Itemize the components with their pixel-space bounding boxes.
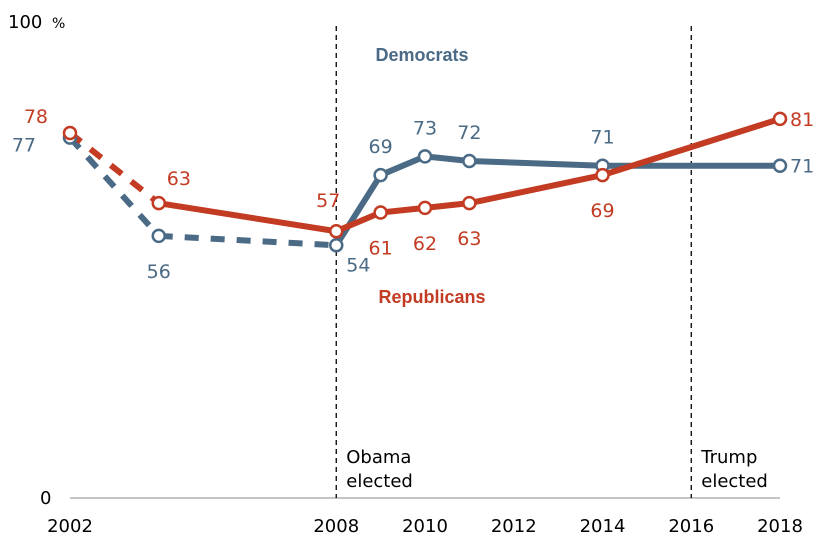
election-annotation-text: elected — [701, 471, 768, 492]
democrats-data-label: 71 — [790, 156, 814, 178]
data-labels: 77 56 54 69 73 72 71 71 78 63 57 61 62 63 69 81 — [12, 106, 814, 283]
republicans-point — [329, 223, 344, 239]
democrats-point — [373, 167, 388, 183]
democrats-data-label: 71 — [590, 127, 614, 149]
republicans-line-segment — [422, 200, 473, 211]
election-annotation-text: Obama — [346, 447, 411, 468]
democrats-point — [462, 153, 477, 169]
republicans-data-label: 57 — [316, 190, 340, 212]
legend-democrats: Democrats — [375, 45, 468, 65]
republicans-data-label: 78 — [24, 106, 48, 128]
x-axis-ticks: 2002 2008 2010 2012 2014 2016 2018 — [47, 516, 803, 537]
y-axis-bottom-label: 0 — [40, 488, 51, 509]
democrats-data-label: 69 — [369, 136, 393, 158]
republicans-point — [417, 200, 433, 216]
democrats-data-label: 56 — [147, 261, 171, 283]
series-lines — [67, 115, 783, 249]
x-tick-label: 2008 — [313, 516, 359, 537]
election-annotation-text: Trump — [700, 447, 757, 468]
republicans-line-segment — [68, 130, 161, 206]
democrats-data-label: 73 — [413, 117, 437, 139]
republicans-point — [462, 195, 477, 211]
democrats-data-label: 54 — [346, 254, 370, 276]
republicans-data-label: 62 — [413, 233, 437, 255]
republicans-data-label: 63 — [457, 228, 481, 250]
x-tick-label: 2014 — [580, 516, 626, 537]
republicans-point — [62, 125, 78, 141]
democrats-data-label: 72 — [457, 122, 481, 144]
republicans-line-segment — [599, 115, 783, 179]
democrats-line-segment — [333, 172, 384, 249]
republicans-line-segment — [466, 172, 606, 207]
democrats-line-segment — [67, 135, 161, 238]
series-labels: Democrats Republicans — [375, 45, 485, 307]
democrats-line-segment — [466, 158, 606, 169]
republicans-point — [595, 167, 610, 183]
republicans-line-segment — [155, 200, 340, 235]
republicans-point — [772, 111, 788, 127]
x-tick-label: 2010 — [402, 516, 448, 537]
democrats-line-segment — [377, 153, 428, 179]
y-axis: 100 % 0 — [8, 12, 65, 509]
republicans-line-segment — [377, 204, 428, 216]
election-annotations: Obama elected Trump elected — [335, 26, 768, 498]
y-axis-top-label: 100 — [8, 12, 42, 33]
republicans-data-label: 81 — [790, 109, 814, 131]
republicans-data-label: 63 — [167, 168, 191, 190]
democrats-point — [772, 158, 788, 173]
democrats-point — [151, 228, 166, 244]
x-tick-label: 2012 — [491, 516, 537, 537]
y-axis-unit: % — [52, 16, 65, 32]
series-points — [62, 111, 788, 253]
x-tick-label: 2002 — [47, 516, 93, 537]
election-annotation-text: elected — [346, 471, 413, 492]
republicans-line-segment — [333, 209, 384, 235]
democrats-data-label: 77 — [12, 135, 36, 157]
democrats-line-segment — [158, 232, 337, 249]
democrats-point — [417, 149, 433, 164]
republicans-point — [373, 205, 388, 220]
democrats-line-segment — [422, 153, 473, 165]
legend-republicans: Republicans — [378, 287, 485, 307]
x-tick-label: 2018 — [757, 516, 803, 537]
republicans-data-label: 69 — [590, 200, 614, 222]
republicans-point — [151, 195, 166, 211]
republicans-data-label: 61 — [369, 238, 393, 260]
democrats-point — [329, 238, 344, 253]
x-tick-label: 2016 — [668, 516, 714, 537]
